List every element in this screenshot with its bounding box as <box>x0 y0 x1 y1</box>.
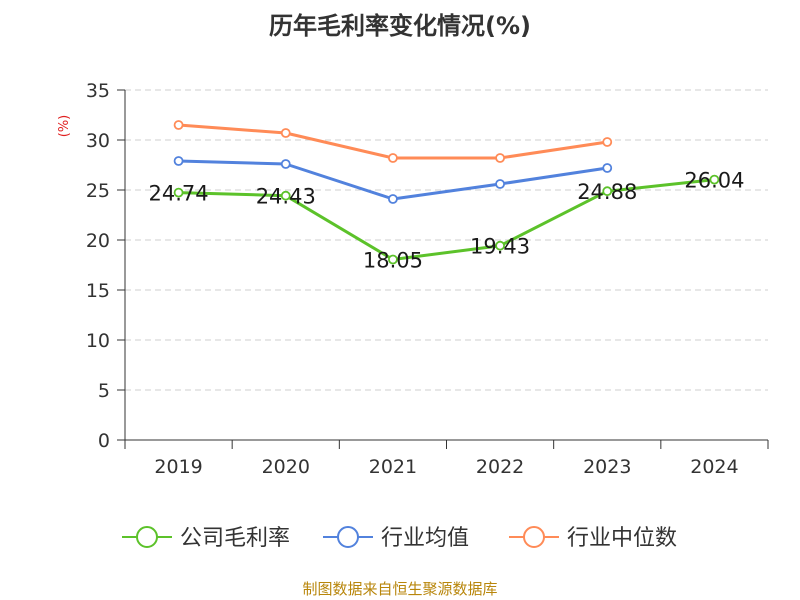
legend-label: 行业均值 <box>381 526 469 551</box>
data-point <box>173 187 184 198</box>
series-group <box>173 120 720 265</box>
series-line <box>178 123 608 160</box>
y-axis-label: (%) <box>57 115 72 138</box>
data-point <box>280 190 291 201</box>
data-label: 24.43 <box>256 185 316 209</box>
data-point <box>388 254 398 265</box>
data-point <box>495 240 505 251</box>
y-tick-label: 25 <box>86 180 110 202</box>
legend-marker <box>523 526 545 548</box>
legend-marker <box>337 526 359 548</box>
chart-title: 历年毛利率变化情况(%) <box>269 12 531 40</box>
axes: 0 5 10 15 20 25 30 35 2019 2020 2021 2022 2023 2024 <box>86 80 769 478</box>
data-labels: 24.74 24.43 18.05 19.43 24.88 26.04 <box>149 169 745 273</box>
source-note: 制图数据来自恒生聚源数据库 <box>302 580 497 598</box>
data-point <box>602 137 613 147</box>
y-tick-label: 15 <box>86 280 110 302</box>
legend-marker <box>136 526 158 548</box>
data-label: 24.88 <box>577 180 637 204</box>
data-point <box>495 179 505 189</box>
data-label: 18.05 <box>363 249 423 273</box>
x-tick-label: 2024 <box>690 456 738 478</box>
legend-label: 行业中位数 <box>567 526 677 551</box>
data-label: 24.74 <box>149 182 209 206</box>
x-tick-label: 2019 <box>154 456 202 478</box>
data-point <box>280 159 291 169</box>
y-tick-label: 35 <box>86 80 110 102</box>
y-tick-label: 5 <box>98 380 110 402</box>
data-label: 19.43 <box>470 235 530 259</box>
y-tick-label: 30 <box>86 130 110 152</box>
data-point <box>388 153 398 163</box>
y-tick-label: 10 <box>86 330 110 352</box>
data-point <box>173 156 184 166</box>
x-tick-label: 2021 <box>369 456 417 478</box>
series-line <box>178 178 715 261</box>
y-tick-label: 0 <box>98 430 110 452</box>
y-tick-label: 20 <box>86 230 110 252</box>
data-point <box>495 153 505 163</box>
data-point <box>602 186 613 197</box>
data-point <box>602 163 613 173</box>
x-tick-label: 2020 <box>262 456 310 478</box>
legend: 公司毛利率 行业均值 行业中位数 <box>122 526 677 551</box>
data-point <box>388 194 398 204</box>
data-point <box>173 120 184 130</box>
x-tick-label: 2023 <box>583 456 631 478</box>
data-point <box>280 128 291 138</box>
legend-label: 公司毛利率 <box>180 526 290 551</box>
data-point <box>709 174 720 185</box>
x-tick-label: 2022 <box>476 456 524 478</box>
data-label: 26.04 <box>684 169 744 193</box>
grid-lines <box>125 89 768 391</box>
